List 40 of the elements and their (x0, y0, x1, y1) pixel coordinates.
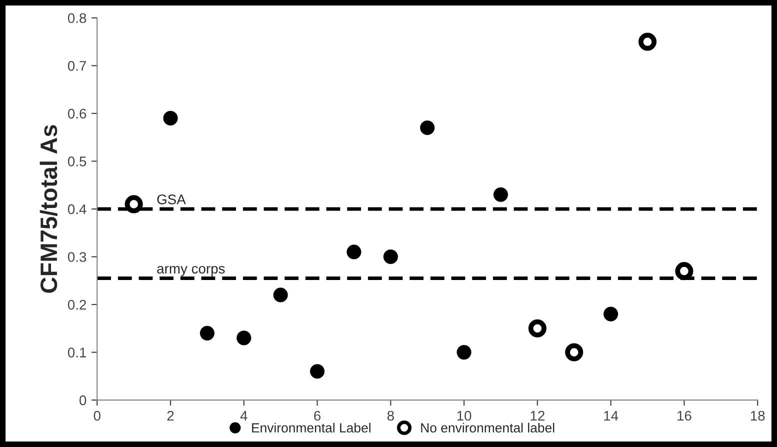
y-tick-label: 0.3 (68, 252, 86, 262)
point (310, 364, 325, 379)
x-tick-label: 12 (530, 410, 544, 421)
legend-label: No environmental label (421, 422, 554, 433)
point (124, 195, 143, 214)
point (163, 110, 178, 126)
x-tick-label: 4 (240, 410, 248, 421)
point (493, 187, 508, 202)
point (383, 249, 398, 264)
ref-line-label: GSA (157, 194, 186, 204)
x-tick-label: 16 (678, 410, 692, 421)
x-tick-label: 10 (457, 410, 472, 421)
point (528, 319, 546, 338)
y-axis-title: CFM75/total As (40, 125, 58, 293)
y-tick-label: 0.7 (68, 60, 86, 71)
y-tick-label: 0.6 (68, 108, 86, 119)
y-tick-label: 0.4 (68, 204, 86, 214)
x-tick-label: 14 (604, 410, 618, 421)
point (236, 330, 252, 346)
point (346, 244, 362, 260)
x-tick-label: 0 (94, 410, 100, 421)
y-tick-label: 0.1 (68, 348, 86, 358)
point (604, 306, 618, 322)
point (638, 32, 657, 51)
point (565, 343, 584, 362)
x-tick-label: 18 (750, 410, 765, 421)
ref-line-label: army corps (157, 266, 225, 276)
x-tick-label: 2 (167, 410, 174, 421)
point (456, 345, 472, 360)
y-tick-label: 0.2 (68, 300, 86, 310)
y-tick-label: 0.5 (68, 156, 86, 166)
point (420, 120, 435, 136)
point (273, 288, 288, 302)
y-tick-label: 0 (80, 395, 86, 406)
x-tick-label: 8 (387, 410, 394, 421)
point (200, 326, 214, 340)
x-tick-label: 6 (314, 410, 321, 421)
point (675, 262, 694, 280)
legend-label: Environmental Label (252, 422, 370, 433)
y-tick-label: 0.8 (68, 13, 86, 24)
